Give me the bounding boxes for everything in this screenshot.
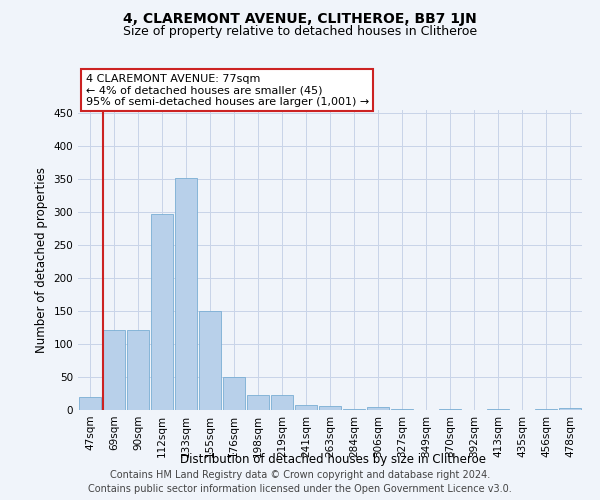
Text: Size of property relative to detached houses in Clitheroe: Size of property relative to detached ho…: [123, 25, 477, 38]
Bar: [127, 330, 149, 410]
Bar: [103, 330, 125, 410]
Bar: [295, 404, 317, 410]
Bar: [175, 178, 197, 410]
Text: 4, CLAREMONT AVENUE, CLITHEROE, BB7 1JN: 4, CLAREMONT AVENUE, CLITHEROE, BB7 1JN: [123, 12, 477, 26]
Bar: [199, 311, 221, 410]
Y-axis label: Number of detached properties: Number of detached properties: [35, 167, 48, 353]
Bar: [151, 214, 173, 410]
Text: Contains HM Land Registry data © Crown copyright and database right 2024.
Contai: Contains HM Land Registry data © Crown c…: [88, 470, 512, 494]
Text: 4 CLAREMONT AVENUE: 77sqm
← 4% of detached houses are smaller (45)
95% of semi-d: 4 CLAREMONT AVENUE: 77sqm ← 4% of detach…: [86, 74, 369, 107]
Bar: [79, 397, 101, 410]
Bar: [367, 406, 389, 410]
Bar: [559, 408, 581, 410]
Bar: [271, 396, 293, 410]
Bar: [247, 396, 269, 410]
Text: Distribution of detached houses by size in Clitheroe: Distribution of detached houses by size …: [180, 452, 486, 466]
Bar: [487, 408, 509, 410]
Bar: [319, 406, 341, 410]
Bar: [223, 377, 245, 410]
